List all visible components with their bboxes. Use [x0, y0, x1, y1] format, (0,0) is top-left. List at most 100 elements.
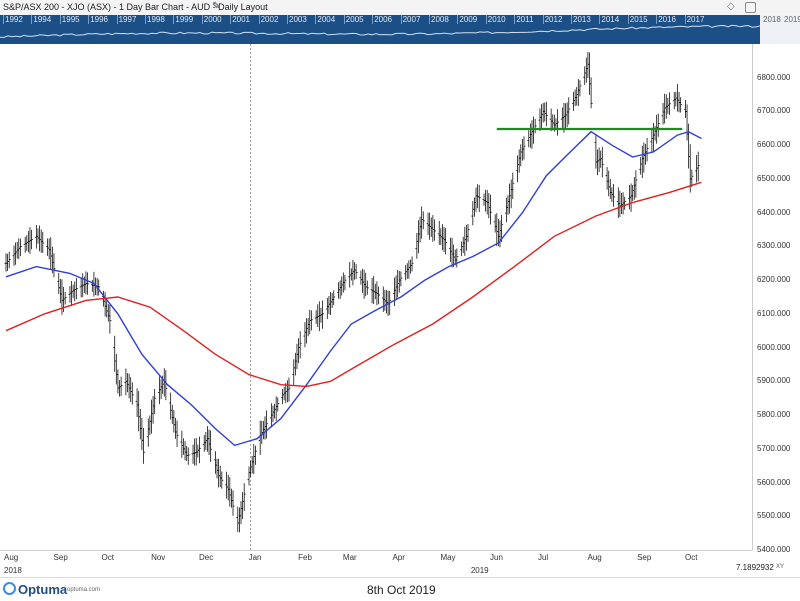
price-bar	[6, 253, 10, 272]
price-bar	[52, 253, 56, 278]
x-tick-label: Oct	[101, 553, 114, 562]
price-bar	[338, 280, 342, 300]
diamond-icon[interactable]: ◇	[727, 1, 735, 12]
price-bar	[556, 109, 560, 136]
price-bar	[461, 236, 465, 253]
price-bar	[38, 225, 42, 252]
y-tick-label: 6400.000	[757, 207, 791, 217]
navigator-year-tick	[287, 15, 288, 24]
navigator-year-tick	[627, 15, 629, 24]
price-bar	[297, 338, 301, 364]
price-bar	[196, 444, 200, 458]
bell-icon[interactable]	[745, 2, 756, 13]
price-bar	[564, 103, 568, 130]
price-bar	[508, 183, 512, 214]
x-tick-label: May	[440, 553, 456, 562]
price-bar	[209, 430, 213, 462]
price-bar	[538, 108, 542, 132]
price-bar	[7, 251, 11, 269]
price-bar	[474, 187, 478, 212]
price-bar	[695, 154, 699, 183]
navigator-year-tick	[315, 15, 317, 24]
navigator-year-tick	[684, 15, 686, 24]
navigator-year-label: 2006	[374, 15, 392, 24]
price-bar	[330, 292, 334, 309]
navigator-year-label: 1995	[61, 15, 80, 24]
moving-average-red	[5, 181, 702, 388]
price-bar	[482, 193, 486, 206]
price-bar	[428, 212, 432, 240]
price-bar	[666, 97, 670, 114]
price-bar	[472, 197, 476, 217]
price-bar	[124, 368, 128, 396]
price-bar	[471, 201, 475, 226]
price-bar	[421, 211, 425, 230]
price-bar	[631, 184, 635, 202]
price-bar	[690, 169, 694, 187]
price-bar	[432, 219, 436, 241]
price-bar	[309, 310, 313, 331]
price-bar	[612, 184, 615, 207]
price-bar	[247, 466, 251, 486]
price-bar	[284, 383, 288, 404]
navigator-year-tick	[485, 15, 487, 24]
pencil-icon[interactable]: ✎	[212, 1, 221, 12]
navigator-year-tick	[457, 15, 459, 24]
price-bar	[687, 123, 691, 169]
navigator-year-label: 1996	[90, 15, 108, 24]
price-bar	[639, 157, 643, 175]
y-tick-label: 5600.000	[757, 477, 791, 487]
price-bar	[541, 102, 545, 123]
navigator-year-label: 2014	[601, 15, 620, 24]
price-bar	[183, 441, 187, 461]
price-bar	[181, 438, 185, 455]
navigator-year-tick	[429, 15, 430, 24]
price-bar	[399, 271, 403, 287]
price-bar	[164, 370, 168, 401]
price-bar	[30, 229, 34, 250]
navigator-year-label: 2003	[289, 15, 307, 24]
navigator-year-label: 2012	[544, 15, 563, 24]
x-tick-label: Aug	[4, 553, 19, 562]
navigator-year-tick	[400, 15, 402, 24]
price-bar	[340, 276, 344, 296]
price-bar	[351, 259, 355, 286]
brand-site: optuma.com	[67, 587, 101, 593]
price-bar	[113, 335, 117, 372]
price-bar	[608, 178, 612, 199]
price-bar	[359, 270, 363, 285]
navigator-year-label: 2019	[784, 15, 800, 24]
price-bar	[565, 102, 569, 128]
price-bar	[516, 155, 520, 183]
price-bar	[642, 142, 646, 173]
price-bar	[97, 279, 101, 296]
price-bar	[84, 271, 88, 295]
navigator-year-tick	[542, 15, 544, 24]
navigator-year-label: 1994	[33, 15, 52, 24]
navigator-year-tick	[116, 15, 118, 24]
price-bar	[170, 404, 174, 424]
price-bar	[675, 84, 679, 112]
price-bar	[506, 195, 510, 215]
navigator-year-label: 2011	[516, 15, 534, 24]
price-bar	[583, 66, 587, 85]
price-bar	[327, 296, 331, 315]
price-bar	[667, 92, 671, 116]
price-bar	[191, 444, 195, 464]
price-bar	[420, 206, 424, 239]
price-bar	[404, 265, 408, 281]
price-bar	[151, 395, 155, 424]
price-bar	[354, 264, 358, 280]
price-bar	[228, 477, 232, 507]
axis-mode-toggle[interactable]: XY	[776, 564, 785, 570]
navigator-viewport[interactable]: 2018 2019	[760, 15, 800, 44]
price-bar	[126, 373, 129, 393]
price-bar	[522, 136, 526, 160]
navigator-strip[interactable]: 1992 1994 1995 1996 1997 1998 1999 2000 2001 2002…	[0, 15, 800, 44]
navigator-line	[0, 24, 760, 38]
price-chart[interactable]	[0, 44, 752, 550]
price-bar	[285, 380, 289, 403]
price-bar	[520, 138, 524, 161]
price-bar	[250, 455, 254, 474]
price-bar	[384, 290, 388, 314]
